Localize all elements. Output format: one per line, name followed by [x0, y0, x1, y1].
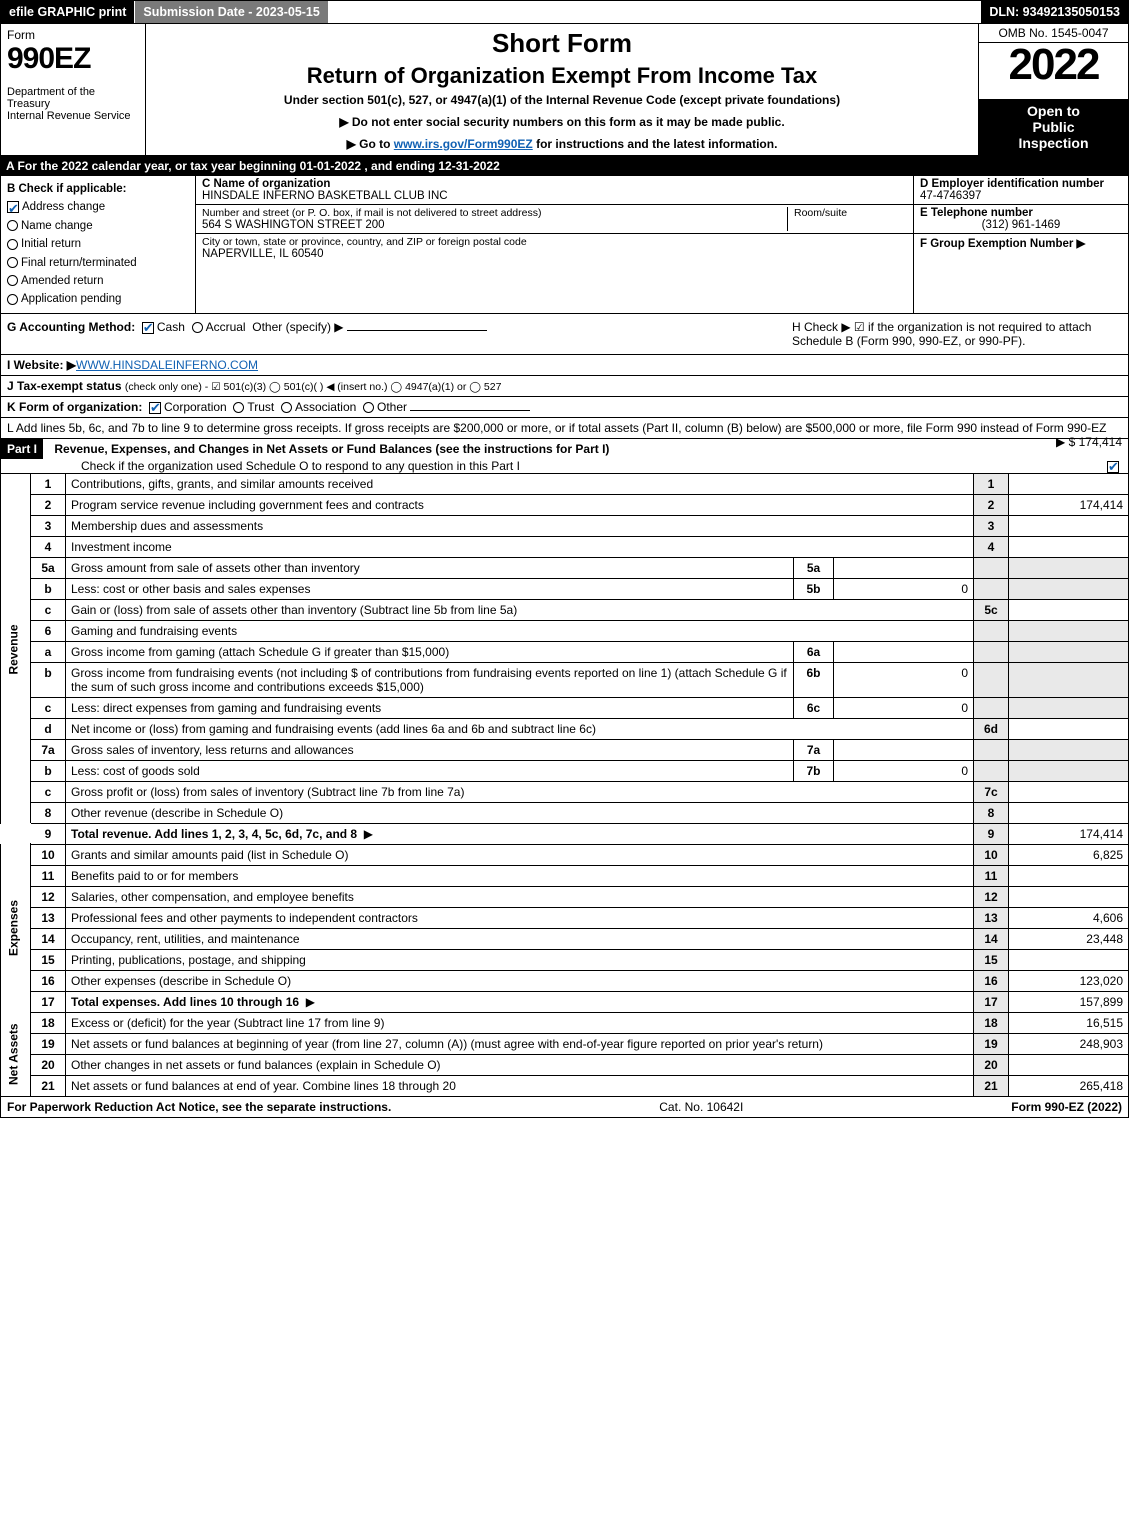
section-BCDEF: B Check if applicable: Address change Na… — [0, 176, 1129, 314]
form-number: 990EZ — [7, 42, 139, 76]
ein: 47-4746397 — [920, 190, 981, 202]
revenue-side: Revenue — [1, 474, 31, 824]
section-H: H Check ▶ ☑ if the organization is not r… — [792, 320, 1122, 348]
tax-year: 2022 — [979, 43, 1128, 87]
form-label: Form — [7, 28, 139, 42]
inspection-badge: Open to Public Inspection — [979, 99, 1128, 155]
goto-note: ▶ Go to www.irs.gov/Form990EZ for instru… — [152, 137, 972, 151]
check-address-change[interactable] — [7, 201, 19, 213]
section-DEF: D Employer identification number47-47463… — [913, 176, 1128, 313]
check-cash[interactable] — [142, 322, 154, 334]
header-right: OMB No. 1545-0047 2022 Open to Public In… — [978, 24, 1128, 155]
check-accrual[interactable] — [192, 322, 203, 333]
under-section: Under section 501(c), 527, or 4947(a)(1)… — [152, 93, 972, 107]
phone: (312) 961-1469 — [920, 219, 1122, 231]
row-K: K Form of organization: Corporation Trus… — [0, 397, 1129, 418]
check-pending[interactable] — [7, 294, 18, 305]
check-corp[interactable] — [149, 402, 161, 414]
check-assoc[interactable] — [281, 402, 292, 413]
org-address: 564 S WASHINGTON STREET 200 — [202, 219, 385, 231]
part1-badge: Part I — [1, 439, 43, 459]
form-header: Form 990EZ Department of the Treasury In… — [0, 24, 1129, 156]
form-ref: Form 990-EZ (2022) — [1011, 1100, 1122, 1114]
B-label: B Check if applicable: — [7, 183, 127, 195]
expenses-side: Expenses — [1, 844, 31, 1012]
check-amended[interactable] — [7, 275, 18, 286]
row-GH: G Accounting Method: Cash Accrual Other … — [0, 314, 1129, 355]
section-B: B Check if applicable: Address change Na… — [1, 176, 196, 313]
dln: DLN: 93492135050153 — [981, 1, 1128, 23]
check-other-org[interactable] — [363, 402, 374, 413]
org-city: NAPERVILLE, IL 60540 — [202, 248, 323, 260]
submission-date: Submission Date - 2023-05-15 — [135, 1, 328, 23]
return-title: Return of Organization Exempt From Incom… — [152, 63, 972, 89]
website-link[interactable]: WWW.HINSDALEINFERNO.COM — [76, 358, 258, 372]
check-name-change[interactable] — [7, 220, 18, 231]
paperwork-notice: For Paperwork Reduction Act Notice, see … — [7, 1100, 391, 1114]
section-C: C Name of organizationHINSDALE INFERNO B… — [196, 176, 913, 313]
dept-label: Department of the Treasury Internal Reve… — [7, 86, 139, 122]
top-bar: efile GRAPHIC print Submission Date - 20… — [0, 0, 1129, 24]
check-final-return[interactable] — [7, 257, 18, 268]
header-left: Form 990EZ Department of the Treasury In… — [1, 24, 146, 155]
irs-link[interactable]: www.irs.gov/Form990EZ — [394, 137, 533, 151]
check-initial-return[interactable] — [7, 239, 18, 250]
row-A: A For the 2022 calendar year, or tax yea… — [0, 156, 1129, 176]
org-name: HINSDALE INFERNO BASKETBALL CLUB INC — [202, 190, 448, 202]
header-middle: Short Form Return of Organization Exempt… — [146, 24, 978, 155]
gross-receipts: ▶ $ 174,414 — [1056, 435, 1122, 449]
footer: For Paperwork Reduction Act Notice, see … — [0, 1097, 1129, 1118]
row-L: L Add lines 5b, 6c, and 7b to line 9 to … — [0, 418, 1129, 439]
ssn-note: ▶ Do not enter social security numbers o… — [152, 115, 972, 129]
check-schedule-o[interactable] — [1107, 461, 1119, 473]
short-form-title: Short Form — [152, 28, 972, 59]
row-I: I Website: ▶WWW.HINSDALEINFERNO.COM — [0, 355, 1129, 376]
check-trust[interactable] — [233, 402, 244, 413]
row-J: J Tax-exempt status (check only one) - ☑… — [0, 376, 1129, 397]
part1-header: Part I Revenue, Expenses, and Changes in… — [0, 439, 1129, 474]
efile-label: efile GRAPHIC print — [1, 1, 135, 23]
cat-no: Cat. No. 10642I — [391, 1100, 1011, 1114]
lines-table: Revenue 1Contributions, gifts, grants, a… — [0, 474, 1129, 1097]
netassets-side: Net Assets — [1, 1012, 31, 1096]
